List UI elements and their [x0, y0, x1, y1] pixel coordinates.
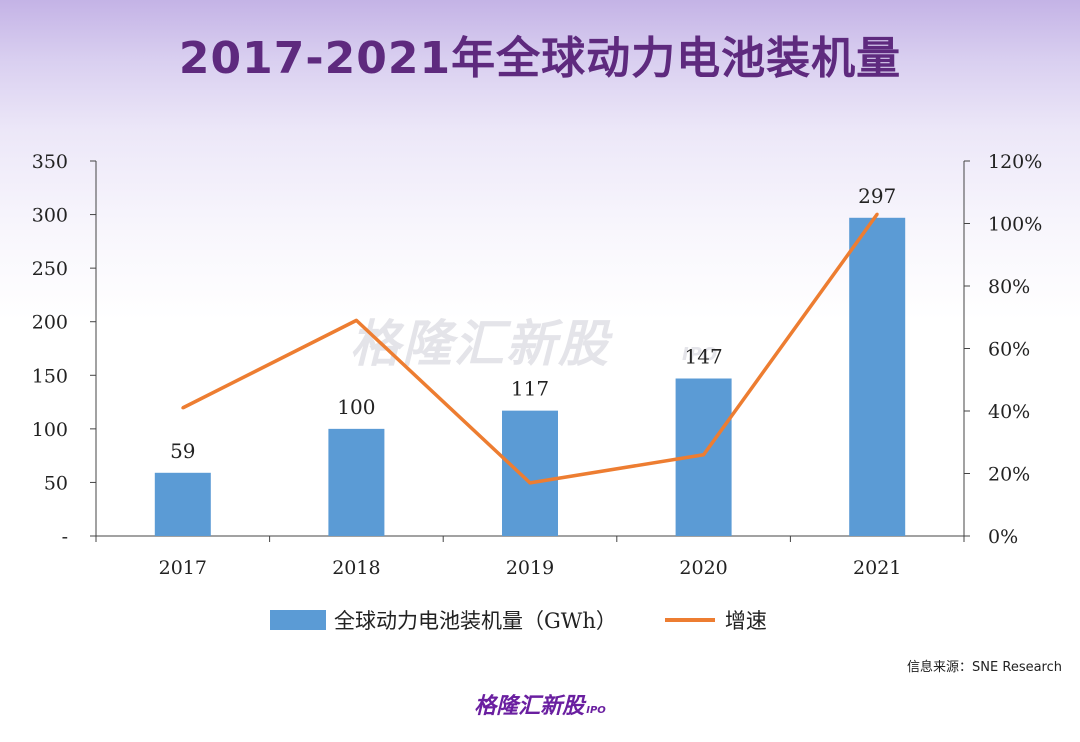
y-left-tick-label: 350 [32, 151, 68, 173]
legend-label-growth: 增速 [724, 609, 767, 633]
growth-point [181, 406, 185, 410]
source-note: 信息来源：SNE Research [907, 660, 1062, 675]
growth-point [875, 212, 879, 216]
y-right-ticks: 0% 20% 40% 60% 80% 100% 120% [964, 151, 1042, 548]
bar-labels: 59 100 117 147 297 [170, 184, 896, 463]
bar [328, 428, 385, 536]
y-right-tick-label: 100% [988, 214, 1042, 236]
y-left-tick-label: - [62, 526, 68, 548]
x-tick-label: 2019 [506, 557, 554, 579]
bar [849, 217, 906, 537]
bar-data-label: 117 [511, 377, 549, 401]
legend-label-volume: 全球动力电池装机量（GWh） [334, 609, 617, 633]
y-right-tick-label: 80% [988, 276, 1030, 298]
y-right-tick-label: 60% [988, 339, 1030, 361]
logo-text: 格隆汇新股 [474, 694, 585, 719]
x-ticks: 2017 2018 2019 2020 2021 [95, 536, 965, 579]
y-right-tick-label: 40% [988, 401, 1030, 423]
bar-data-label: 297 [858, 184, 896, 208]
y-right-tick-label: 20% [988, 464, 1030, 486]
legend: 全球动力电池装机量（GWh） 增速 [270, 603, 767, 637]
chart-title: 2017-2021年全球动力电池装机量 [178, 33, 902, 84]
growth-point [528, 481, 532, 485]
legend-swatch-line [664, 618, 715, 622]
y-left-ticks: - 50 100 150 200 250 300 350 [32, 151, 96, 548]
growth-point [702, 453, 706, 457]
watermark-sub: IPO [682, 344, 718, 365]
growth-point [354, 318, 358, 322]
y-left-tick-label: 100 [32, 419, 68, 441]
y-left-tick-label: 250 [32, 258, 68, 280]
bar-data-label: 59 [170, 439, 195, 463]
x-tick-label: 2018 [332, 557, 380, 579]
y-right-tick-label: 0% [988, 526, 1018, 548]
bar-data-label: 147 [685, 345, 723, 369]
watermark: 格隆汇新股 [350, 315, 610, 373]
y-left-tick-label: 300 [32, 205, 68, 227]
x-tick-label: 2017 [159, 557, 207, 579]
logo-sub: IPO [586, 705, 606, 716]
y-left-tick-label: 200 [32, 312, 68, 334]
bars [154, 217, 906, 537]
y-left-tick-label: 50 [44, 472, 68, 494]
bar [154, 472, 211, 536]
x-tick-label: 2021 [853, 557, 901, 579]
bar [502, 410, 558, 536]
legend-swatch-bar [270, 610, 326, 630]
y-right-tick-label: 120% [988, 151, 1042, 173]
logo: 格隆汇新股 IPO [0, 688, 1080, 720]
chart-svg: 59 100 117 147 297 2017 2018 2019 2020 2021 - 50 1… [32, 151, 1043, 579]
x-tick-label: 2020 [679, 557, 727, 579]
growth-line-group [181, 212, 879, 485]
y-left-tick-label: 150 [32, 365, 68, 387]
bar-data-label: 100 [337, 395, 375, 419]
